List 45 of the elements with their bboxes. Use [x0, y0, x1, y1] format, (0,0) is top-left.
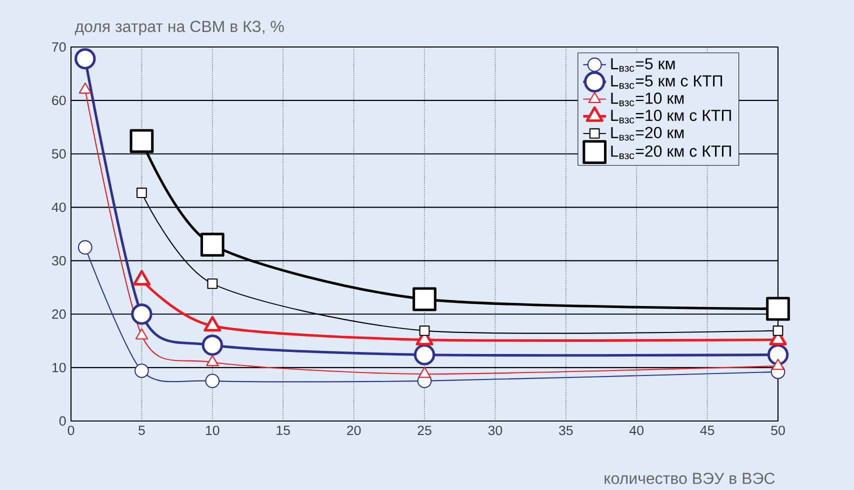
x-tick-label: 45 [700, 426, 714, 436]
point [207, 278, 218, 289]
point [205, 374, 220, 388]
legend-label: L$_{взс}$=20 км с КТП [611, 145, 731, 160]
y-tick-label: 30 [52, 256, 66, 266]
y-tick-label: 0 [59, 416, 66, 426]
legend-label: L$_{взс}$=10 км [611, 92, 684, 106]
x-tick-label: 10 [206, 426, 220, 436]
point [78, 240, 92, 255]
y-tick-label: 70 [52, 42, 66, 52]
point [74, 48, 96, 70]
y-tick-label: 10 [52, 362, 66, 372]
y-axis-title: доля затрат на СВМ в КЗ, % [74, 20, 284, 36]
point [131, 304, 152, 325]
legend-label: L$_{взс}$=10 км с КТП [611, 110, 731, 124]
point [772, 326, 784, 336]
point [206, 355, 219, 366]
x-tick-label: 35 [558, 426, 573, 436]
point [766, 296, 790, 321]
x-tick-label: 40 [629, 426, 644, 436]
x-tick-label: 0 [68, 426, 74, 436]
point [202, 334, 224, 356]
x-tick-label: 15 [276, 426, 290, 436]
point [412, 287, 436, 312]
legend-label: L$_{взс}$=20 км [611, 126, 684, 141]
point [200, 232, 224, 257]
x-axis-title: количество ВЭУ в ВЭС [604, 472, 775, 484]
point [134, 364, 149, 378]
y-tick-label: 60 [52, 96, 66, 106]
y-tick-label: 50 [52, 149, 66, 159]
point [419, 326, 430, 336]
x-tick-label: 50 [771, 426, 785, 436]
point [136, 188, 147, 198]
y-tick-label: 40 [52, 202, 66, 212]
point [414, 344, 436, 366]
y-tick-label: 20 [52, 309, 66, 319]
point [78, 82, 92, 94]
x-tick-label: 5 [138, 426, 145, 436]
point [767, 344, 789, 366]
legend-label: L$_{взс}$=5 км с КТП [611, 75, 722, 89]
x-tick-label: 20 [347, 426, 361, 436]
legend-label: L$_{взс}$=5 км [611, 58, 675, 72]
x-tick-label: 25 [418, 426, 432, 436]
point [130, 129, 154, 153]
x-tick-label: 30 [488, 426, 502, 436]
